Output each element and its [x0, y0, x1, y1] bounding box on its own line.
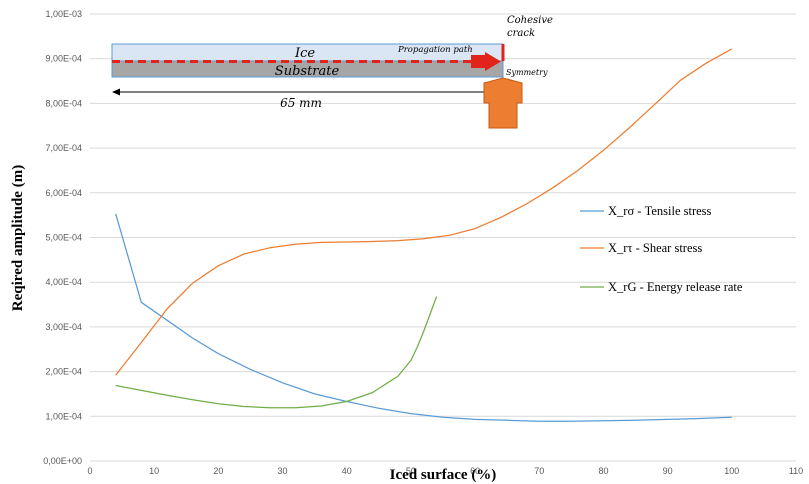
- x-tick-label: 20: [213, 466, 223, 476]
- length-arrow-head: [112, 88, 120, 96]
- series-lines: [115, 48, 733, 422]
- x-tick-label: 90: [663, 466, 673, 476]
- series-line-2: [115, 48, 733, 376]
- series-line-1: [115, 213, 732, 422]
- x-tick-label: 30: [278, 466, 288, 476]
- x-tick-label: 0: [87, 466, 92, 476]
- y-tick-label: 0,00E+00: [43, 456, 82, 466]
- propagation-arrow: [471, 52, 501, 71]
- y-tick-label: 1,00E-03: [45, 9, 82, 19]
- legend: X_rσ - Tensile stress X_rτ - Shear stress…: [580, 204, 743, 294]
- y-axis-ticks: 0,00E+00 1,00E-04 2,00E-04 3,00E-04 4,00E-04…: [43, 9, 82, 466]
- series-line-3: [115, 296, 438, 409]
- x-axis-ticks: 0 10 20 30 40 50 60 70 80 90 100 110: [87, 466, 803, 476]
- inset-diagram: Ice Substrate Propagation path Cohesive …: [111, 15, 553, 129]
- y-tick-label: 9,00E-04: [45, 54, 82, 64]
- symmetry-label: Symmetry: [506, 68, 548, 77]
- y-tick-label: 4,00E-04: [45, 277, 82, 287]
- x-tick-label: 10: [149, 466, 159, 476]
- x-tick-label: 70: [534, 466, 544, 476]
- x-tick-label: 110: [789, 466, 803, 476]
- length-label: 65 mm: [280, 96, 322, 110]
- y-axis-title: Reqired amplitude (m): [10, 165, 26, 311]
- x-axis-title: Iced surface (%): [390, 467, 497, 483]
- y-tick-label: 6,00E-04: [45, 188, 82, 198]
- ice-label: Ice: [294, 46, 315, 61]
- substrate-label: Substrate: [275, 64, 340, 79]
- propagation-path-label: Propagation path: [397, 45, 473, 55]
- legend-label: X_rG - Energy release rate: [608, 280, 743, 294]
- y-tick-label: 8,00E-04: [45, 98, 82, 108]
- y-tick-label: 1,00E-04: [45, 411, 82, 421]
- cohesive-label: Cohesive: [507, 15, 553, 26]
- x-tick-label: 80: [598, 466, 608, 476]
- x-tick-label: 40: [342, 466, 352, 476]
- x-tick-label: 50: [406, 466, 416, 476]
- legend-label: X_rσ - Tensile stress: [608, 204, 712, 218]
- y-tick-label: 2,00E-04: [45, 367, 82, 377]
- y-tick-label: 5,00E-04: [45, 233, 82, 243]
- x-tick-label: 60: [470, 466, 480, 476]
- x-tick-label: 100: [724, 466, 739, 476]
- y-tick-label: 7,00E-04: [45, 143, 82, 153]
- crack-label: crack: [507, 28, 535, 39]
- legend-label: X_rτ - Shear stress: [608, 241, 702, 255]
- symmetry-arrow-icon: [483, 77, 523, 129]
- y-tick-label: 3,00E-04: [45, 322, 82, 332]
